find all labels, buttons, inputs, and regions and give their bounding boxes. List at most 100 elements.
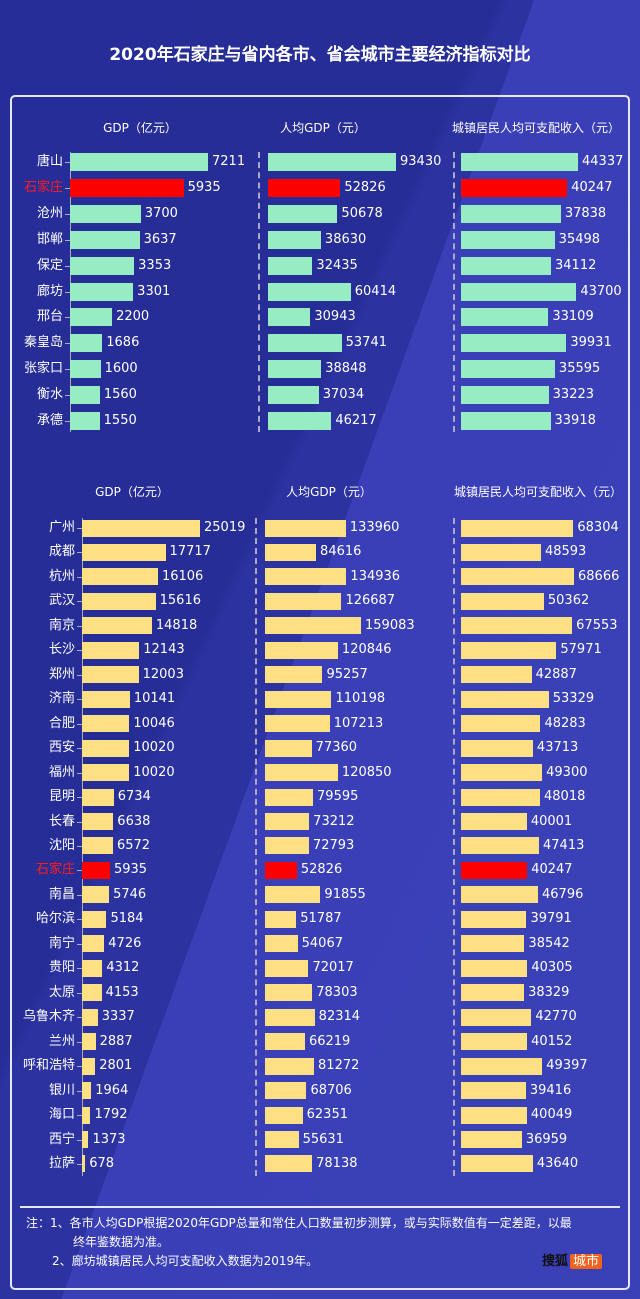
bar (82, 984, 102, 1002)
bar (461, 519, 574, 537)
data-label: 34112 (555, 257, 597, 273)
column-separator (453, 152, 455, 432)
bar (82, 1106, 91, 1124)
axis-tick (77, 1041, 82, 1043)
bar (268, 360, 322, 379)
bar (461, 360, 555, 379)
category-label: 海口 (48, 1107, 75, 1123)
bar (461, 1106, 527, 1124)
bar (461, 230, 555, 249)
bar (461, 715, 541, 733)
data-label: 2887 (99, 1033, 133, 1049)
data-label: 17717 (169, 544, 211, 560)
bar (461, 764, 543, 782)
bar (82, 715, 130, 733)
data-label: 30943 (314, 309, 356, 325)
note-1-cont: 终年鉴数据为准。 (73, 1235, 170, 1249)
bar (268, 334, 342, 353)
axis-tick (77, 943, 82, 945)
bar (461, 282, 577, 301)
bar (461, 153, 578, 171)
bar (82, 1082, 92, 1100)
axis-tick (77, 1115, 82, 1117)
category-label: 石家庄 (23, 179, 63, 195)
data-label: 66219 (308, 1033, 351, 1049)
data-label: 42887 (535, 666, 577, 682)
bar (265, 617, 361, 635)
bar (461, 666, 532, 684)
axis-tick (77, 845, 82, 847)
data-label: 10046 (133, 715, 175, 731)
data-label: 39931 (570, 335, 612, 351)
bar (461, 178, 568, 197)
category-label: 昆明 (48, 789, 75, 805)
data-label: 55631 (302, 1131, 344, 1147)
data-label: 33223 (552, 387, 595, 403)
data-label: 43713 (536, 740, 579, 756)
axis-tick (77, 919, 82, 921)
axis-tick (77, 894, 82, 896)
bar (461, 386, 549, 405)
divider (20, 1206, 620, 1208)
data-label: 12143 (143, 642, 185, 658)
category-label: 廊坊 (36, 283, 63, 299)
bar (82, 1033, 96, 1051)
axis-tick (77, 1090, 82, 1092)
data-label: 4726 (108, 935, 142, 951)
data-label: 40001 (530, 813, 573, 829)
axis-tick (77, 576, 82, 578)
data-label: 78303 (316, 984, 358, 1000)
sohu-logo: 搜狐 城市 (542, 1250, 603, 1269)
bar (461, 1008, 532, 1026)
bar (82, 739, 130, 757)
bar (82, 617, 152, 635)
category-label: 济南 (48, 691, 75, 707)
bar (82, 813, 114, 831)
category-label: 贵阳 (48, 960, 75, 976)
bar (461, 959, 528, 977)
data-label: 10020 (133, 740, 175, 756)
bar (82, 690, 130, 708)
data-label: 38848 (325, 361, 367, 377)
data-label: 133960 (349, 520, 400, 535)
bar (265, 788, 314, 806)
bar (70, 308, 113, 327)
data-label: 79595 (317, 789, 359, 805)
data-label: 37838 (564, 205, 607, 221)
bar (461, 788, 541, 806)
data-label: 40247 (531, 862, 573, 878)
category-label: 乌鲁木齐 (22, 1009, 75, 1025)
category-label: 张家口 (23, 361, 63, 377)
data-label: 43700 (580, 283, 622, 299)
data-label: 10020 (133, 764, 175, 780)
data-label: 110198 (335, 691, 386, 707)
axis-tick (65, 239, 70, 241)
data-label: 91855 (324, 886, 366, 902)
bar (70, 386, 100, 405)
axis-tick (65, 421, 70, 422)
category-label: 西安 (48, 740, 75, 756)
bar (82, 568, 158, 586)
data-label: 120850 (341, 764, 392, 780)
axis-tick (65, 162, 70, 163)
bar (265, 1082, 307, 1100)
bar (82, 543, 166, 561)
data-label: 678 (89, 1155, 115, 1171)
category-label: 哈尔滨 (35, 911, 75, 927)
logo-text: 搜狐 (542, 1254, 569, 1269)
axis-tick (77, 552, 82, 554)
data-label: 25019 (204, 520, 246, 535)
data-label: 15616 (159, 593, 201, 609)
data-label: 48018 (544, 789, 586, 805)
data-label: 120846 (341, 642, 392, 658)
bar (461, 837, 540, 855)
axis-tick (65, 213, 70, 215)
note-2: 2、廊坊城镇居民人均可支配收入数据为2019年。 (52, 1254, 319, 1268)
data-label: 2200 (116, 309, 150, 325)
bar (265, 1131, 299, 1148)
series-header: GDP（亿元） (103, 121, 177, 135)
category-label: 拉萨 (48, 1155, 75, 1171)
data-label: 12003 (142, 666, 184, 682)
data-label: 53329 (552, 691, 595, 707)
bar (461, 568, 574, 586)
